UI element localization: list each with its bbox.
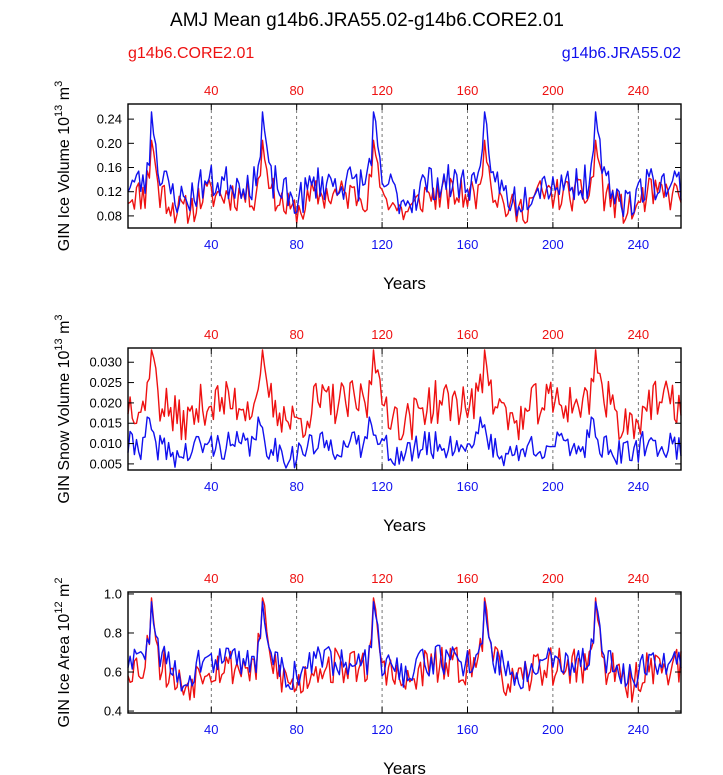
xtick-label-bottom: 40 [204,237,218,252]
series-line-jra [127,111,682,218]
series-line-jra [127,601,682,692]
y-axis-label-unit-exp: 3 [53,81,65,87]
ytick-label: 0.6 [104,665,122,680]
xtick-label-top: 160 [457,571,479,586]
x-axis-label: Years [383,759,426,775]
xtick-label-bottom: 80 [289,722,303,737]
y-axis-label-exp: 13 [53,105,65,117]
y-axis-label-exp: 12 [53,601,65,613]
y-axis-label-unit: m [56,321,73,339]
xtick-label-top: 200 [542,83,564,98]
xtick-label-bottom: 200 [542,479,564,494]
y-axis-label-unit: m [56,87,73,105]
xtick-label-bottom: 80 [289,479,303,494]
ytick-label: 0.4 [104,704,122,719]
xtick-label-top: 120 [371,83,393,98]
ytick-label: 0.12 [97,184,122,199]
xtick-label-top: 40 [204,571,218,586]
y-axis-label-unit-exp: 2 [53,578,65,584]
xtick-label-bottom: 120 [371,722,393,737]
xtick-label-bottom: 240 [627,479,649,494]
xtick-label-bottom: 80 [289,237,303,252]
ytick-label: 0.8 [104,625,122,640]
xtick-label-top: 120 [371,571,393,586]
legend-jra: g14b6.JRA55.02 [562,45,681,62]
ytick-label: 0.025 [89,375,122,390]
xtick-label-bottom: 40 [204,479,218,494]
ytick-label: 0.015 [89,416,122,431]
ytick-label: 0.08 [97,208,122,223]
series-line-core [127,349,682,441]
xtick-label-top: 40 [204,327,218,342]
y-axis-label: GIN Ice Area 1012 m2 [53,578,73,728]
xtick-label-bottom: 200 [542,237,564,252]
chart-title: AMJ Mean g14b6.JRA55.02-g14b6.CORE2.01 [170,10,564,31]
ytick-label: 0.020 [89,395,122,410]
xtick-label-top: 240 [627,83,649,98]
legend-core: g14b6.CORE2.01 [128,45,254,62]
xtick-label-top: 160 [457,327,479,342]
y-axis-label-exp: 13 [53,338,65,350]
ytick-label: 0.24 [97,112,122,127]
xtick-label-top: 80 [289,571,303,586]
xtick-label-bottom: 120 [371,237,393,252]
ytick-label: 0.20 [97,136,122,151]
xtick-label-top: 80 [289,327,303,342]
xtick-label-top: 200 [542,571,564,586]
xtick-label-top: 120 [371,327,393,342]
y-axis-label: GIN Snow Volume 1013 m3 [53,314,73,503]
plot-frame [127,347,682,471]
x-axis-label: Years [383,516,426,535]
series-line-jra [127,416,682,469]
xtick-label-bottom: 160 [457,237,479,252]
xtick-label-top: 240 [627,571,649,586]
y-axis-label-unit-exp: 3 [53,314,65,320]
xtick-label-top: 40 [204,83,218,98]
panels: 0.08 0.12 0.16 0.20 0.24 40 40 80 80 120 120 160 160… [53,81,682,775]
xtick-label-bottom: 240 [627,237,649,252]
xtick-label-bottom: 200 [542,722,564,737]
ytick-label: 0.005 [89,456,122,471]
y-axis-label-unit: m [56,584,73,602]
plot-frame [127,103,682,229]
y-axis-label-text: GIN Snow Volume 10 [56,350,73,503]
panel-1: 0.08 0.12 0.16 0.20 0.24 40 40 80 80 120 120 160 160… [53,81,682,293]
xtick-label-top: 200 [542,327,564,342]
xtick-label-bottom: 120 [371,479,393,494]
xtick-label-bottom: 40 [204,722,218,737]
y-axis-label: GIN Ice Volume 1013 m3 [53,81,73,251]
xtick-label-bottom: 160 [457,479,479,494]
y-axis-label-text: GIN Ice Area 10 [56,614,73,728]
ytick-label: 0.16 [97,160,122,175]
ytick-label: 0.010 [89,436,122,451]
panel-2: 0.005 0.010 0.015 0.020 0.025 0.030 40 40 80 80 12… [53,314,682,535]
x-axis-label: Years [383,274,426,293]
ytick-label: 0.030 [89,355,122,370]
plot-frame [127,591,682,714]
y-axis-label-text: GIN Ice Volume 10 [56,117,73,251]
xtick-label-top: 240 [627,327,649,342]
xtick-label-top: 80 [289,83,303,98]
ytick-label: 1.0 [104,586,122,601]
xtick-label-bottom: 160 [457,722,479,737]
panel-3: 0.4 0.6 0.8 1.0 40 40 80 80 120 120 160 160 200 200 24… [53,571,682,775]
xtick-label-bottom: 240 [627,722,649,737]
xtick-label-top: 160 [457,83,479,98]
series-line-core [127,597,682,703]
